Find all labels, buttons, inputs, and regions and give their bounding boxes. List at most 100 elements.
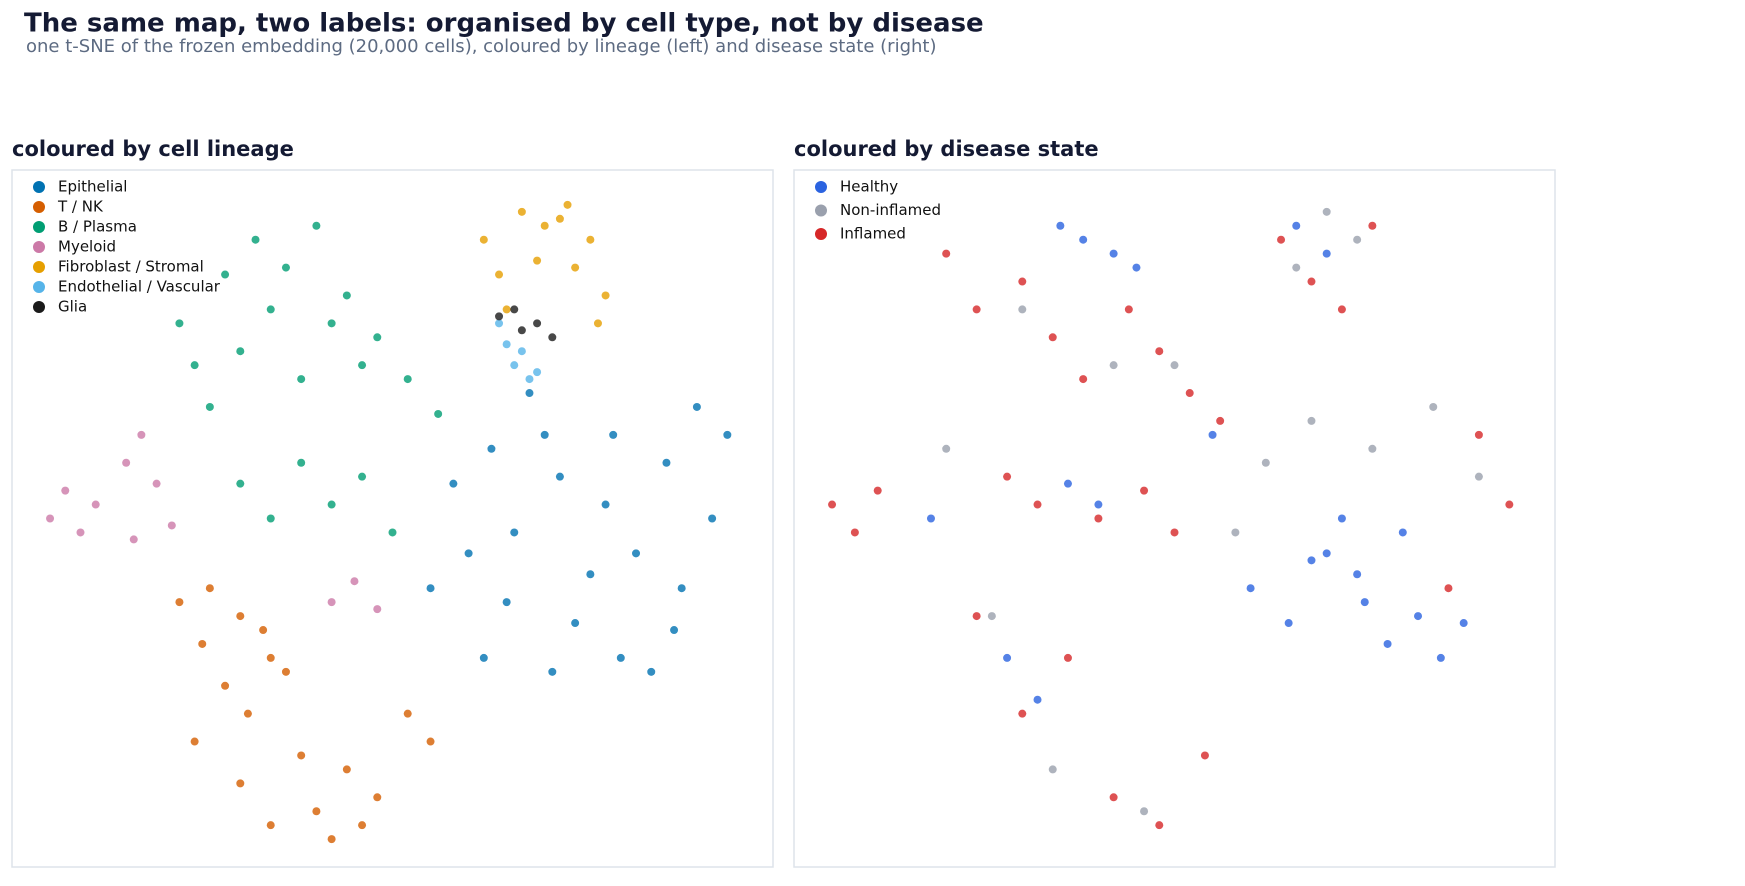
- point: [517, 326, 526, 335]
- point: [1063, 653, 1072, 662]
- point: [1200, 751, 1209, 760]
- point: [1414, 612, 1423, 621]
- point: [259, 626, 268, 635]
- page-subtitle: one t-SNE of the frozen embedding (20,00…: [26, 36, 937, 57]
- point: [533, 256, 542, 265]
- point: [670, 626, 679, 635]
- point: [373, 333, 382, 342]
- point: [495, 270, 504, 279]
- legend-marker: [33, 181, 45, 193]
- point: [1383, 639, 1392, 648]
- legend-label: Glia: [58, 298, 87, 316]
- point: [327, 598, 336, 607]
- point: [205, 402, 214, 411]
- point: [281, 263, 290, 272]
- point: [540, 430, 549, 439]
- point: [1208, 430, 1217, 439]
- point: [76, 528, 85, 537]
- point: [563, 200, 572, 209]
- point: [1003, 653, 1012, 662]
- legend-marker: [815, 228, 827, 240]
- point: [403, 375, 412, 384]
- point: [198, 639, 207, 648]
- point: [1292, 263, 1301, 272]
- point: [388, 528, 397, 537]
- point: [403, 709, 412, 718]
- point: [1094, 500, 1103, 509]
- panel-title: coloured by cell lineage: [12, 137, 294, 161]
- point: [850, 528, 859, 537]
- point: [517, 347, 526, 356]
- point: [1079, 375, 1088, 384]
- legend-marker: [33, 261, 45, 273]
- legend-label: Inflamed: [840, 225, 906, 243]
- point: [502, 305, 511, 314]
- point: [1307, 277, 1316, 286]
- point: [517, 207, 526, 216]
- point: [358, 472, 367, 481]
- point: [1246, 584, 1255, 593]
- point: [312, 807, 321, 816]
- point: [449, 479, 458, 488]
- point: [1322, 249, 1331, 258]
- point: [1170, 361, 1179, 370]
- point: [1322, 549, 1331, 558]
- legend-label: B / Plasma: [58, 218, 137, 236]
- legend-label: Healthy: [840, 178, 898, 196]
- legend-marker: [815, 181, 827, 193]
- point: [510, 305, 519, 314]
- point: [502, 598, 511, 607]
- point: [502, 340, 511, 349]
- point: [1474, 472, 1483, 481]
- point: [510, 528, 519, 537]
- point: [426, 737, 435, 746]
- point: [548, 667, 557, 676]
- point: [540, 221, 549, 230]
- point: [548, 333, 557, 342]
- point: [266, 514, 275, 523]
- point: [266, 305, 275, 314]
- point: [373, 605, 382, 614]
- point: [495, 319, 504, 328]
- point: [510, 361, 519, 370]
- point: [1231, 528, 1240, 537]
- point: [1474, 430, 1483, 439]
- legend-marker: [33, 221, 45, 233]
- point: [1277, 235, 1286, 244]
- point: [297, 458, 306, 467]
- legend-label: Endothelial / Vascular: [58, 278, 221, 296]
- point: [1429, 402, 1438, 411]
- point: [1337, 305, 1346, 314]
- point: [1033, 500, 1042, 509]
- point: [236, 347, 245, 356]
- legend-marker: [33, 301, 45, 313]
- point: [1048, 333, 1057, 342]
- point: [609, 430, 618, 439]
- point: [632, 549, 641, 558]
- point: [1398, 528, 1407, 537]
- point: [479, 653, 488, 662]
- legend-label: Non-inflamed: [840, 201, 941, 219]
- point: [266, 653, 275, 662]
- point: [533, 368, 542, 377]
- points: [828, 207, 1514, 830]
- point: [358, 821, 367, 830]
- point: [266, 821, 275, 830]
- point: [297, 375, 306, 384]
- point: [464, 549, 473, 558]
- point: [586, 235, 595, 244]
- point: [1063, 479, 1072, 488]
- point: [190, 737, 199, 746]
- point: [1284, 619, 1293, 628]
- point: [342, 291, 351, 300]
- point: [1018, 709, 1027, 718]
- point: [1307, 416, 1316, 425]
- point: [1307, 556, 1316, 565]
- point: [281, 667, 290, 676]
- point: [1216, 416, 1225, 425]
- point: [1353, 235, 1362, 244]
- point: [1459, 619, 1468, 628]
- point: [1155, 821, 1164, 830]
- point: [1056, 221, 1065, 230]
- point: [236, 779, 245, 788]
